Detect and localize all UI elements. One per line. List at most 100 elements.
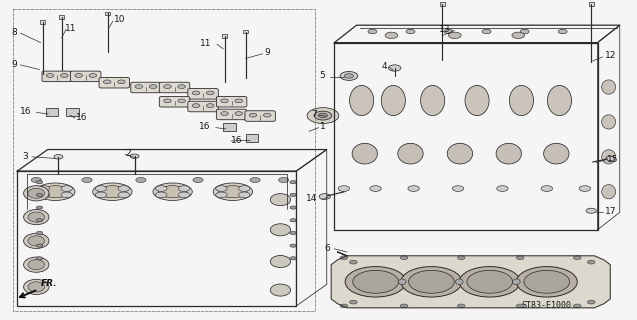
FancyBboxPatch shape: [159, 97, 190, 107]
Circle shape: [61, 186, 73, 191]
Circle shape: [408, 186, 419, 191]
Text: FR.: FR.: [41, 279, 57, 288]
Circle shape: [149, 85, 157, 89]
Circle shape: [54, 155, 63, 159]
Circle shape: [216, 192, 227, 198]
FancyBboxPatch shape: [188, 101, 218, 112]
Circle shape: [290, 231, 296, 235]
Ellipse shape: [602, 150, 615, 164]
FancyBboxPatch shape: [46, 108, 59, 116]
Ellipse shape: [24, 257, 49, 272]
Circle shape: [216, 186, 227, 191]
Circle shape: [103, 80, 111, 84]
Text: 16: 16: [76, 113, 88, 122]
Circle shape: [350, 260, 357, 264]
Ellipse shape: [41, 186, 69, 198]
Ellipse shape: [602, 80, 615, 94]
Circle shape: [400, 256, 408, 260]
Ellipse shape: [98, 186, 127, 198]
Circle shape: [220, 112, 228, 116]
Text: 2: 2: [125, 148, 131, 157]
Text: 4: 4: [382, 62, 387, 71]
Circle shape: [192, 104, 200, 108]
Ellipse shape: [24, 233, 49, 249]
Circle shape: [38, 186, 50, 191]
Circle shape: [587, 300, 595, 304]
Circle shape: [408, 270, 454, 293]
Circle shape: [586, 208, 596, 213]
Circle shape: [136, 178, 146, 182]
Ellipse shape: [270, 284, 290, 296]
Circle shape: [318, 113, 327, 118]
Ellipse shape: [270, 224, 290, 236]
Circle shape: [353, 270, 398, 293]
Circle shape: [178, 99, 185, 103]
Circle shape: [239, 186, 250, 191]
Ellipse shape: [420, 85, 445, 116]
Ellipse shape: [28, 282, 45, 292]
Text: 5: 5: [319, 71, 325, 80]
Circle shape: [290, 193, 296, 196]
Circle shape: [338, 186, 350, 191]
Circle shape: [385, 32, 397, 38]
Circle shape: [31, 178, 41, 182]
Circle shape: [36, 257, 43, 260]
Text: 16: 16: [20, 107, 32, 116]
Ellipse shape: [36, 183, 75, 200]
Circle shape: [206, 91, 214, 95]
Ellipse shape: [28, 236, 45, 246]
Circle shape: [36, 206, 43, 209]
Circle shape: [579, 186, 590, 191]
Ellipse shape: [24, 186, 49, 201]
Circle shape: [290, 180, 296, 184]
Circle shape: [192, 91, 200, 95]
Ellipse shape: [513, 279, 520, 285]
Circle shape: [406, 29, 415, 34]
Circle shape: [130, 154, 139, 158]
Text: 16: 16: [231, 136, 243, 145]
Bar: [40, 20, 45, 24]
Text: 11: 11: [65, 24, 76, 33]
Circle shape: [524, 270, 569, 293]
Ellipse shape: [28, 188, 45, 198]
Ellipse shape: [218, 186, 247, 198]
Circle shape: [206, 104, 214, 108]
Ellipse shape: [602, 185, 615, 199]
Bar: [222, 34, 227, 38]
Ellipse shape: [398, 279, 406, 285]
FancyBboxPatch shape: [42, 71, 73, 82]
Circle shape: [452, 186, 464, 191]
Ellipse shape: [496, 143, 522, 164]
Bar: [243, 30, 248, 33]
Circle shape: [370, 186, 382, 191]
Circle shape: [459, 267, 520, 297]
Circle shape: [444, 29, 453, 34]
Circle shape: [340, 304, 348, 308]
Circle shape: [96, 192, 106, 198]
Text: 1: 1: [320, 122, 326, 131]
Ellipse shape: [24, 210, 49, 225]
Circle shape: [155, 186, 167, 191]
Ellipse shape: [24, 279, 49, 294]
Circle shape: [193, 178, 203, 182]
Circle shape: [482, 29, 491, 34]
Text: ST83-E1000: ST83-E1000: [522, 301, 572, 310]
Circle shape: [587, 260, 595, 264]
Ellipse shape: [447, 143, 473, 164]
Circle shape: [82, 178, 92, 182]
Ellipse shape: [352, 143, 378, 164]
Text: 10: 10: [114, 15, 125, 24]
Circle shape: [345, 74, 354, 78]
Circle shape: [36, 180, 43, 184]
Circle shape: [389, 65, 401, 71]
Ellipse shape: [213, 183, 252, 200]
Circle shape: [220, 99, 228, 103]
Ellipse shape: [28, 212, 45, 222]
Circle shape: [558, 29, 567, 34]
Text: 12: 12: [605, 52, 617, 60]
Bar: [105, 12, 110, 15]
Circle shape: [401, 267, 462, 297]
Circle shape: [47, 74, 54, 77]
Circle shape: [345, 267, 406, 297]
Text: 15: 15: [607, 155, 619, 164]
